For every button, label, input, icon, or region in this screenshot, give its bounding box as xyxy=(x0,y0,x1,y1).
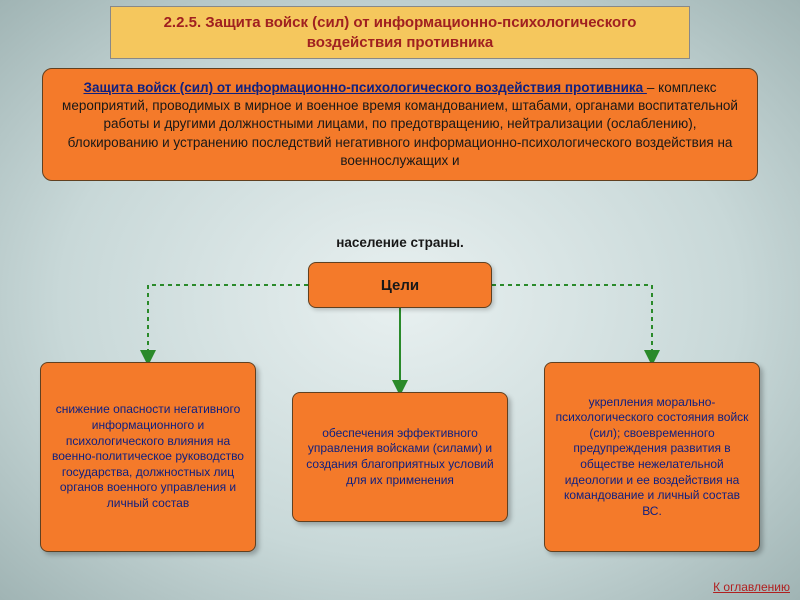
definition-box: Защита войск (сил) от информационно-псих… xyxy=(42,68,758,181)
goal-box-1: снижение опасности негативного информаци… xyxy=(40,362,256,552)
definition-title: Защита войск (сил) от информационно-псих… xyxy=(84,80,647,95)
goal-box-3: укрепления морально-психологического сос… xyxy=(544,362,760,552)
goal-box-2: обеспечения эффективного управления войс… xyxy=(292,392,508,522)
section-header-text: 2.2.5. Защита войск (сил) от информацион… xyxy=(164,14,637,51)
goal-box-1-text: снижение опасности негативного информаци… xyxy=(49,402,247,511)
toc-link-label: К оглавлению xyxy=(713,580,790,594)
goal-box-2-text: обеспечения эффективного управления войс… xyxy=(301,426,499,488)
toc-link[interactable]: К оглавлению xyxy=(713,580,790,594)
goals-label: Цели xyxy=(381,277,419,294)
goals-label-box: Цели xyxy=(308,262,492,308)
section-header: 2.2.5. Защита войск (сил) от информацион… xyxy=(110,6,690,59)
goal-box-3-text: укрепления морально-психологического сос… xyxy=(553,395,751,520)
definition-tail: население страны. xyxy=(0,235,800,250)
